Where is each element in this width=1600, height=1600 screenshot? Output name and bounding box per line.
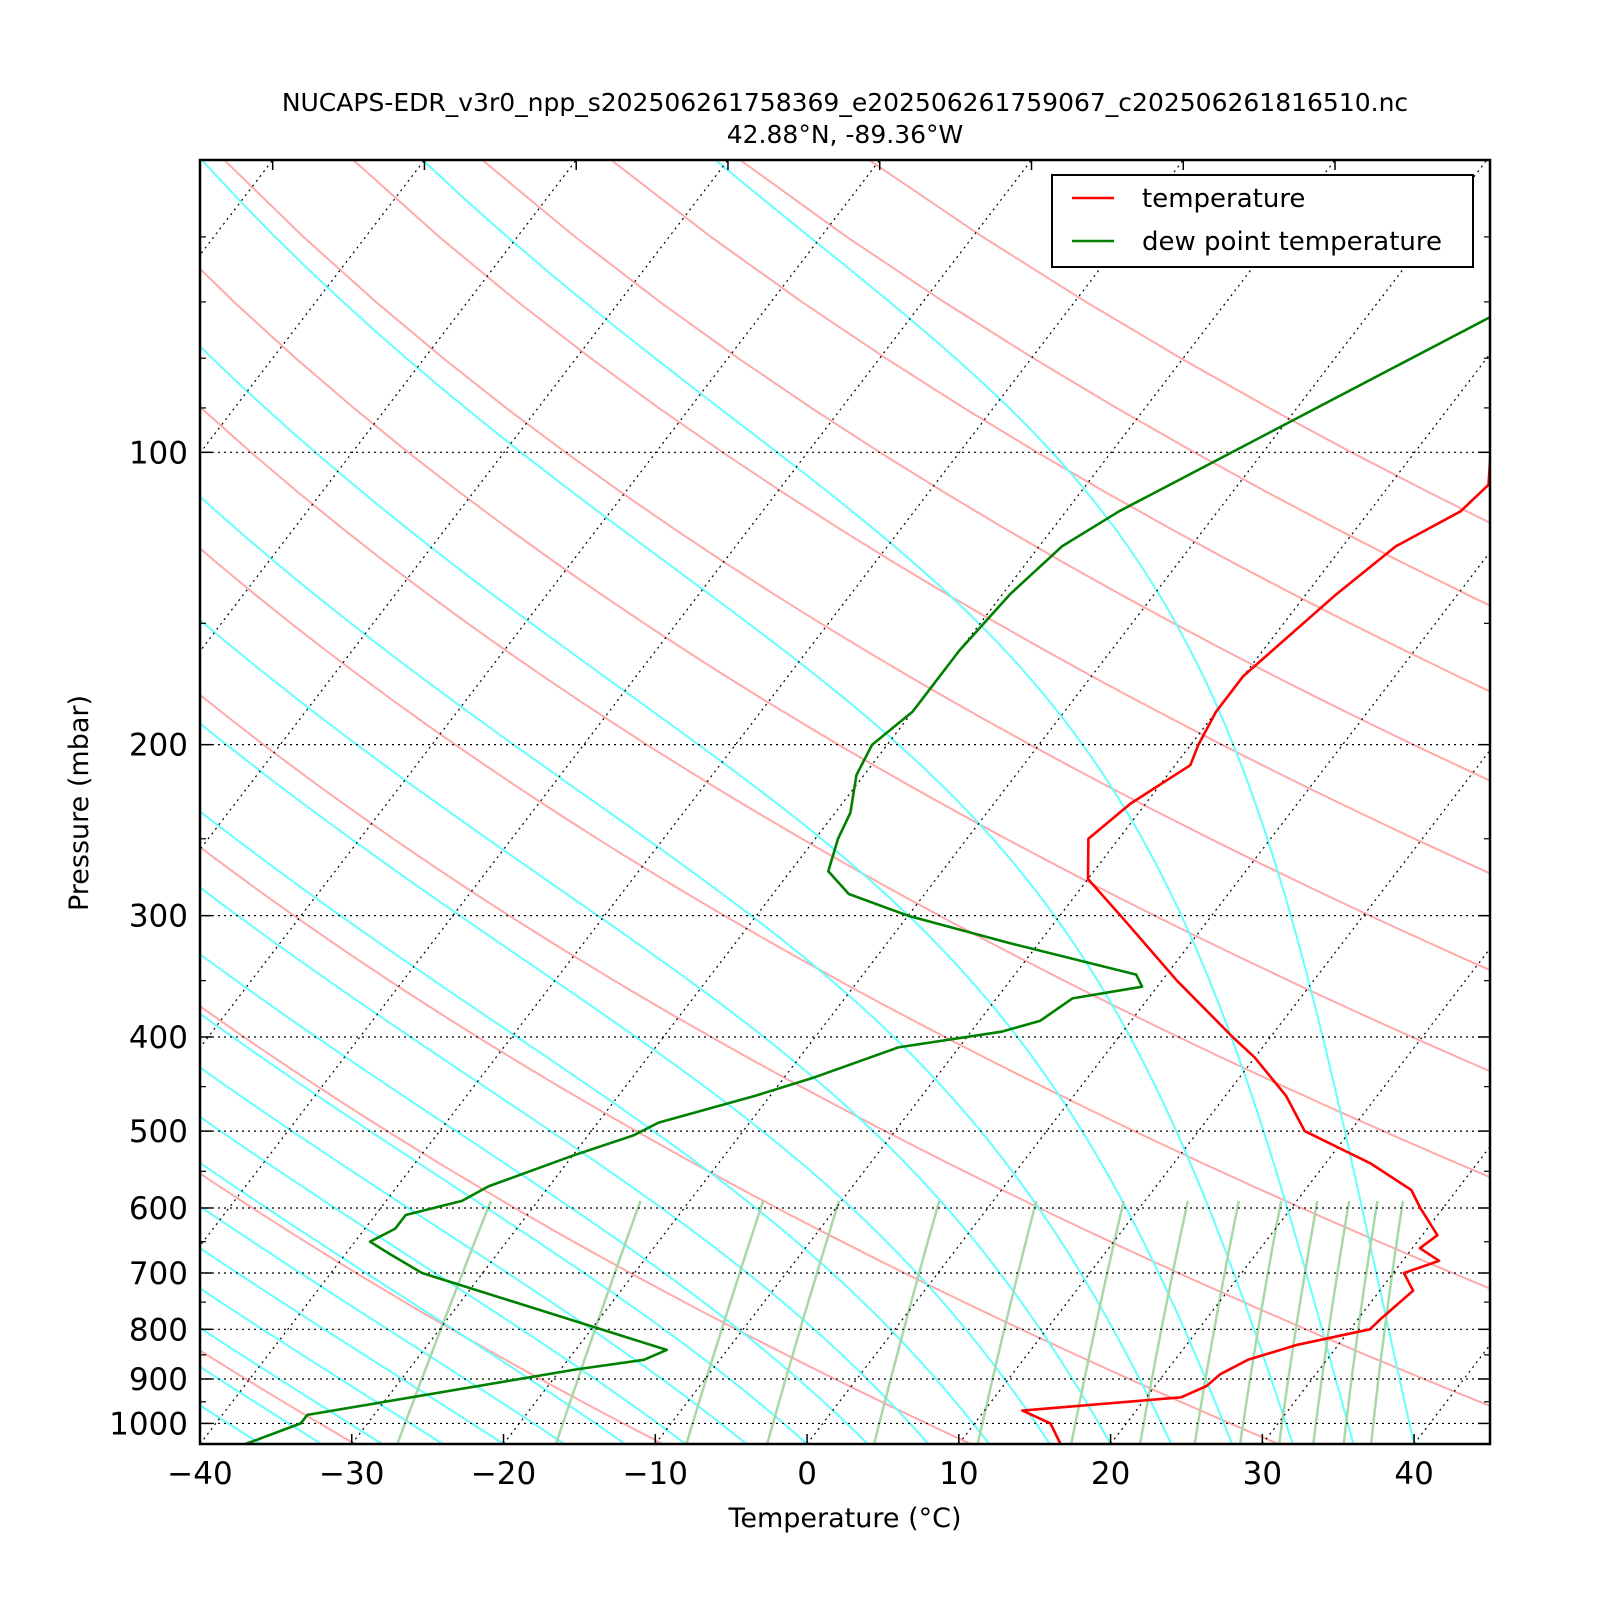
- isotherm: [958, 749, 1490, 1444]
- isotherm: [0, 160, 121, 1444]
- isotherm: [200, 160, 1184, 1444]
- dry-adiabat: [200, 845, 1279, 1444]
- mixing-ratio-line: [765, 1200, 841, 1444]
- mixing-ratio-line: [1238, 1200, 1283, 1444]
- x-axis-label: Temperature (°C): [727, 1503, 961, 1534]
- chart-title: NUCAPS-EDR_v3r0_npp_s202506261758369_e20…: [281, 88, 1409, 117]
- moist-adiabat: [200, 1115, 687, 1444]
- isotherm: [1110, 947, 1490, 1444]
- moist-adiabat: [200, 1012, 808, 1444]
- x-tick-label: 30: [1243, 1456, 1282, 1492]
- plot-border: [198, 158, 1492, 1446]
- y-tick-label: 500: [129, 1114, 188, 1150]
- dry-adiabat: [200, 267, 1490, 1073]
- dry-adiabat: [352, 160, 1490, 875]
- mixing-ratio-line: [685, 1200, 765, 1444]
- series-line-dewpoint: [245, 315, 1490, 1444]
- dry-adiabat: [200, 547, 1490, 1290]
- mixing-ratio-line: [1138, 1200, 1190, 1444]
- mixing-ratio-line: [976, 1200, 1038, 1444]
- moist-adiabat: [200, 1365, 322, 1444]
- dry-adiabat: [200, 1172, 664, 1444]
- moist-adiabat: [200, 495, 1173, 1444]
- mixing-ratio-line: [396, 1200, 493, 1444]
- legend: temperature dew point temperature: [1051, 174, 1474, 268]
- isotherm: [1413, 1343, 1490, 1444]
- x-tick-label: −10: [623, 1456, 688, 1492]
- x-tick-label: −40: [167, 1456, 232, 1492]
- x-tick-label: −30: [319, 1456, 384, 1492]
- y-tick-label: 700: [129, 1256, 188, 1292]
- legend-label-dewpoint: dew point temperature: [1142, 227, 1442, 257]
- mixing-ratio-line: [1369, 1200, 1405, 1444]
- isotherm: [200, 160, 1032, 1247]
- mixing-ratio-line: [1193, 1200, 1241, 1444]
- y-tick-label: 1000: [109, 1406, 188, 1442]
- y-tick-label: 400: [129, 1020, 188, 1056]
- moist-adiabat: [200, 886, 930, 1444]
- y-axis-label: Pressure (mbar): [64, 695, 95, 911]
- moist-adiabat: [200, 1326, 383, 1444]
- moist-adiabat: [201, 160, 1294, 1444]
- moist-adiabat: [200, 618, 1112, 1444]
- y-tick-label: 800: [129, 1312, 188, 1348]
- legend-label-temperature: temperature: [1142, 184, 1305, 214]
- isotherm: [1261, 1145, 1490, 1444]
- x-tick-label: 0: [797, 1456, 817, 1492]
- isotherm: [351, 160, 1336, 1444]
- axis-ticks: −40 −30 −20 −10 0 10 20 30 40 100 200 300 400 500 600 7…: [109, 160, 1490, 1492]
- mixing-ratio-line: [1277, 1200, 1319, 1444]
- isotherm: [654, 353, 1490, 1444]
- dry-adiabat: [200, 693, 1490, 1407]
- series-line-temperature: [1021, 441, 1490, 1444]
- dry-adiabat: [200, 405, 1490, 1179]
- moist-adiabat: [200, 810, 990, 1444]
- isotherm: [200, 160, 274, 256]
- y-tick-label: 100: [129, 435, 188, 471]
- dry-adiabat: [200, 1349, 356, 1444]
- grid-lines: [0, 160, 1600, 1444]
- mixing-ratio-line: [1342, 1200, 1379, 1444]
- data-series: [245, 315, 1490, 1444]
- dry-adiabat: [610, 160, 1490, 693]
- moist-adiabat: [200, 1287, 444, 1444]
- dry-adiabat: [200, 1004, 972, 1444]
- plot-frame: [198, 158, 1492, 1446]
- moist-adiabat: [200, 1246, 505, 1444]
- isotherm: [1566, 160, 1600, 1444]
- dry-adiabat: [223, 160, 1490, 972]
- mixing-ratio-line: [872, 1200, 941, 1444]
- mixing-ratio-line: [554, 1200, 642, 1444]
- dry-adiabat: [481, 160, 1490, 782]
- x-tick-label: −20: [471, 1456, 536, 1492]
- y-tick-label: 200: [129, 728, 188, 764]
- y-tick-label: 300: [129, 899, 188, 935]
- x-tick-label: 10: [939, 1456, 978, 1492]
- x-tick-label: 20: [1091, 1456, 1130, 1492]
- moist-adiabat: [200, 344, 1233, 1444]
- moist-adiabat: [200, 722, 1051, 1444]
- y-tick-label: 600: [129, 1191, 188, 1227]
- moist-adiabat: [200, 953, 869, 1444]
- chart-subtitle: 42.88°N, -89.36°W: [726, 120, 964, 149]
- legend-box: [1051, 174, 1474, 268]
- mixing-ratio-line: [1070, 1200, 1125, 1444]
- background-lines: [200, 160, 1490, 1444]
- moist-adiabat: [200, 1066, 748, 1444]
- isotherm: [200, 160, 729, 851]
- y-tick-label: 900: [129, 1362, 188, 1398]
- moist-adiabat: [422, 160, 1355, 1444]
- moist-adiabat: [714, 160, 1416, 1444]
- x-tick-label: 40: [1394, 1456, 1433, 1492]
